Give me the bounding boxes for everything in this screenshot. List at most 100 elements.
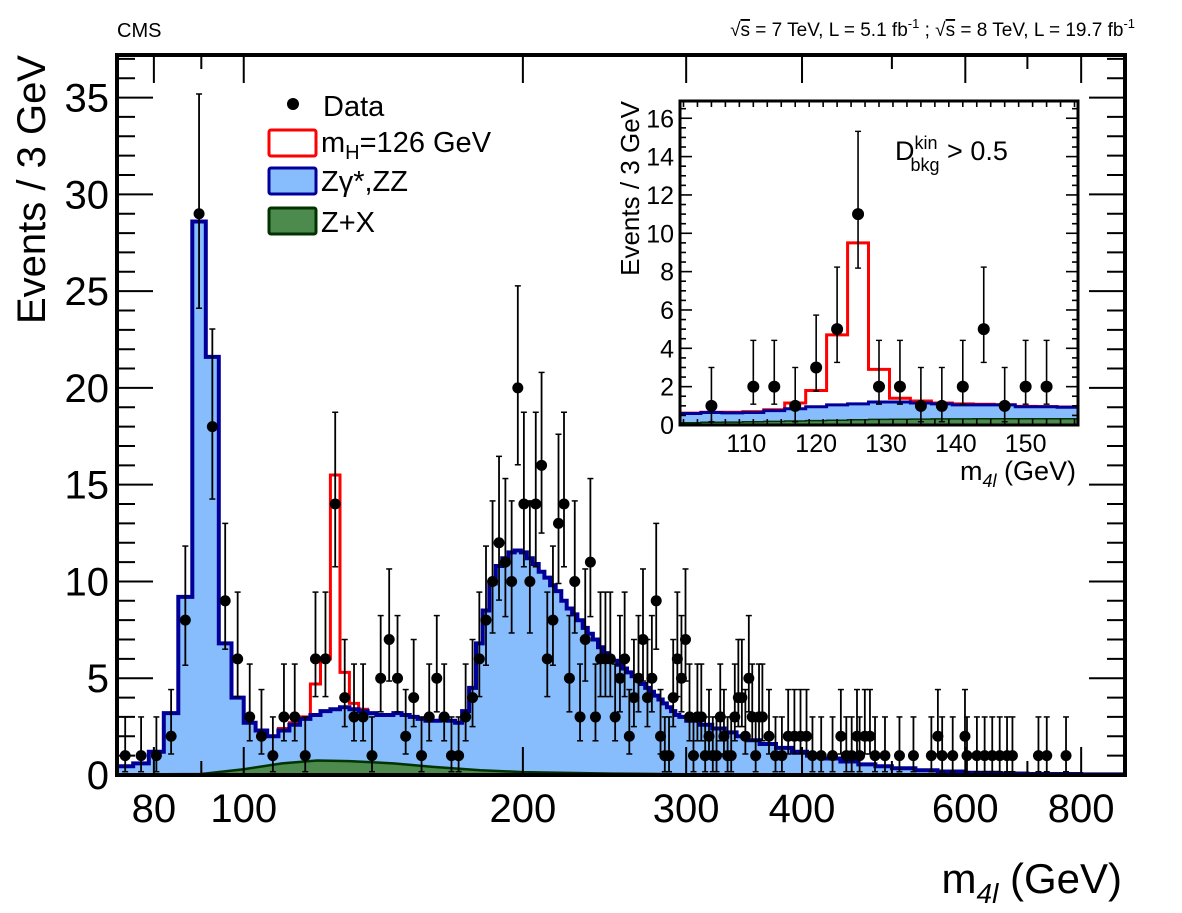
data-point	[518, 411, 530, 568]
data-point	[416, 716, 428, 773]
data-point	[637, 568, 649, 682]
inset-y-tick-label: 10	[646, 220, 674, 248]
inset-data-marker	[831, 323, 844, 336]
data-point	[569, 500, 581, 634]
data-marker	[1060, 750, 1072, 762]
data-marker	[854, 750, 866, 762]
data-point	[255, 688, 267, 755]
inset-data-point	[810, 314, 823, 392]
data-marker	[487, 575, 499, 587]
data-point	[864, 688, 876, 755]
data-marker	[536, 459, 548, 471]
data-marker	[628, 692, 640, 704]
x-tick-label: 600	[932, 787, 999, 831]
inset-plot: 0 2 4 6 8 10 12 14 16 110 120 130 140 150 Events / 3 …	[615, 99, 1080, 491]
inset-annotation: Dkin bkg > 0.5	[895, 133, 1008, 175]
legend-item-zx: Z+X	[267, 206, 375, 239]
inset-data-marker	[768, 380, 781, 393]
data-marker	[846, 750, 858, 762]
data-marker	[1041, 750, 1053, 762]
data-marker	[541, 653, 553, 665]
x-title-m: m	[942, 855, 977, 902]
data-marker	[725, 750, 737, 762]
inset-x-title-sub: 4l	[982, 471, 997, 491]
data-marker	[619, 653, 631, 665]
legend-signal-sub: H	[345, 142, 359, 164]
data-marker	[383, 634, 395, 646]
data-marker	[524, 575, 536, 587]
data-point	[1001, 716, 1013, 773]
data-point	[725, 716, 737, 773]
data-marker	[637, 634, 649, 646]
data-point	[646, 614, 658, 713]
inset-data-marker	[852, 208, 865, 221]
legend-zz-swatch	[267, 166, 318, 196]
inset-x-tick-label: 130	[865, 430, 907, 458]
legend-signal-swatch	[267, 128, 318, 158]
data-marker	[763, 730, 775, 742]
inset-y-tick-label: 8	[660, 259, 674, 287]
x-tick-label: 200	[490, 787, 557, 831]
data-point	[806, 716, 818, 773]
sqrt-symbol: √	[730, 20, 741, 41]
data-marker	[569, 575, 581, 587]
data-point	[655, 688, 667, 755]
data-point	[135, 716, 147, 773]
data-point	[400, 688, 412, 755]
y-tick-label: 30	[65, 173, 110, 217]
y-tick-label: 5	[87, 657, 109, 701]
inset-data-marker	[789, 399, 802, 412]
inset-x-tick-label: 120	[795, 430, 837, 458]
x-title-sub: 4l	[977, 878, 1000, 909]
data-point	[506, 500, 518, 634]
data-point	[383, 568, 395, 682]
data-marker	[219, 595, 231, 607]
data-marker	[801, 730, 813, 742]
data-marker	[319, 653, 331, 665]
y-tick-label: 10	[65, 560, 110, 604]
data-marker	[641, 692, 653, 704]
data-point	[339, 638, 351, 728]
legend-label-data: Data	[323, 91, 385, 123]
data-marker	[135, 750, 147, 762]
data-marker	[179, 614, 191, 626]
data-point	[460, 663, 472, 742]
data-marker	[1006, 750, 1018, 762]
inset-x-axis-title: m4l (GeV)	[960, 456, 1076, 491]
data-marker	[925, 750, 937, 762]
inset-data-point	[998, 366, 1011, 423]
data-marker	[907, 750, 919, 762]
inset-data-point	[831, 266, 844, 364]
legend-label-zz: Zγ*,ZZ	[321, 166, 408, 198]
inset-data-point	[705, 366, 718, 423]
legend-label-signal: mH=126 GeV	[321, 127, 492, 164]
data-point	[467, 638, 479, 728]
data-point	[879, 716, 891, 773]
inset-y-tick-label: 0	[660, 412, 674, 440]
data-point	[563, 614, 575, 713]
data-marker	[655, 730, 667, 742]
data-marker	[375, 672, 387, 684]
data-point	[232, 591, 244, 698]
data-marker	[579, 634, 591, 646]
inset-data-point	[914, 366, 927, 423]
data-point	[319, 591, 331, 698]
data-marker	[416, 750, 428, 762]
inset-data-marker	[1040, 380, 1053, 393]
data-point	[959, 688, 971, 755]
data-marker	[756, 711, 768, 723]
data-marker	[558, 498, 570, 510]
x-tick-label: 800	[1048, 787, 1115, 831]
data-marker	[348, 711, 360, 723]
inset-y-tick-label: 16	[646, 105, 674, 133]
main-plot-frame	[115, 53, 1127, 777]
x-title-unit: (GeV)	[998, 855, 1122, 902]
data-marker	[971, 750, 983, 762]
data-point	[756, 663, 768, 742]
data-point	[782, 688, 794, 755]
data-marker	[530, 498, 542, 510]
data-point	[614, 614, 626, 713]
data-point	[971, 716, 983, 773]
data-point	[438, 663, 450, 742]
